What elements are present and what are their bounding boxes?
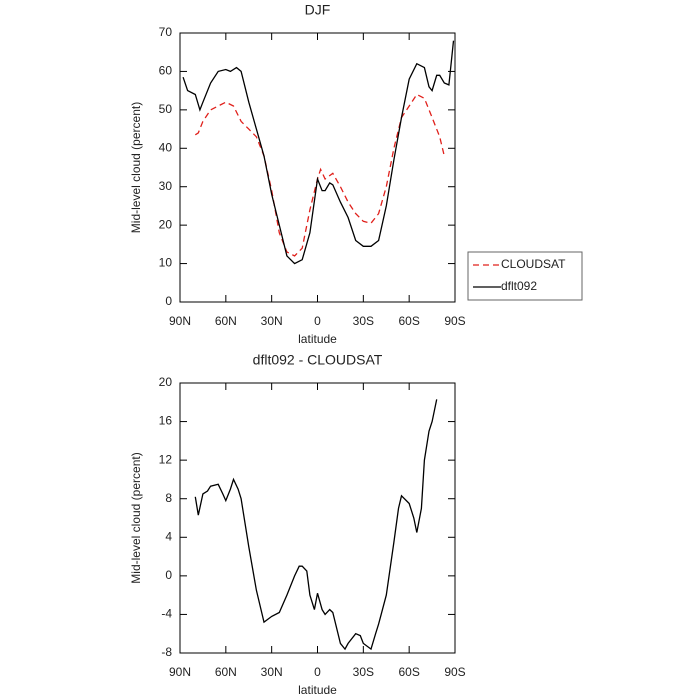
data-line [194, 399, 438, 651]
x-tick-label: 30S [353, 314, 374, 328]
y-tick-label: 8 [165, 491, 172, 505]
data-line [182, 40, 455, 265]
x-tick-label: 90N [169, 314, 191, 328]
x-tick-label: 30N [261, 665, 283, 679]
x-tick-label: 0 [314, 665, 321, 679]
y-tick-label: 16 [159, 414, 173, 428]
y-tick-label: 20 [159, 375, 173, 389]
x-axis-label: latitude [298, 332, 337, 346]
x-tick-label: 60N [215, 314, 237, 328]
x-axis-label: latitude [298, 683, 337, 697]
x-tick-label: 60S [398, 665, 419, 679]
x-tick-label: 90S [444, 314, 465, 328]
y-tick-label: 60 [159, 64, 173, 78]
y-axis-label: Mid-level cloud (percent) [129, 452, 143, 583]
chart-title: dflt092 - CLOUDSAT [253, 352, 383, 368]
y-tick-label: 50 [159, 102, 173, 116]
y-tick-label: 70 [159, 25, 173, 39]
x-tick-label: 90N [169, 665, 191, 679]
chart-title: DJF [305, 2, 331, 18]
y-tick-label: -8 [161, 645, 172, 659]
y-tick-label: 4 [165, 529, 172, 543]
y-tick-label: 0 [165, 294, 172, 308]
y-tick-label: 10 [159, 256, 173, 270]
y-tick-label: 20 [159, 217, 173, 231]
x-tick-label: 30N [261, 314, 283, 328]
x-tick-label: 0 [314, 314, 321, 328]
y-tick-label: -4 [161, 607, 172, 621]
x-tick-label: 90S [444, 665, 465, 679]
legend-box [467, 251, 583, 301]
data-line [194, 93, 445, 257]
y-tick-label: 30 [159, 179, 173, 193]
x-tick-label: 30S [353, 665, 374, 679]
y-tick-label: 40 [159, 140, 173, 154]
y-axis-label: Mid-level cloud (percent) [129, 102, 143, 233]
legend-label: CLOUDSAT [501, 257, 566, 271]
plot-frame [179, 32, 456, 303]
y-tick-label: 12 [159, 452, 173, 466]
x-tick-label: 60N [215, 665, 237, 679]
legend-label: dflt092 [501, 279, 537, 293]
y-tick-label: 0 [165, 568, 172, 582]
x-tick-label: 60S [398, 314, 419, 328]
